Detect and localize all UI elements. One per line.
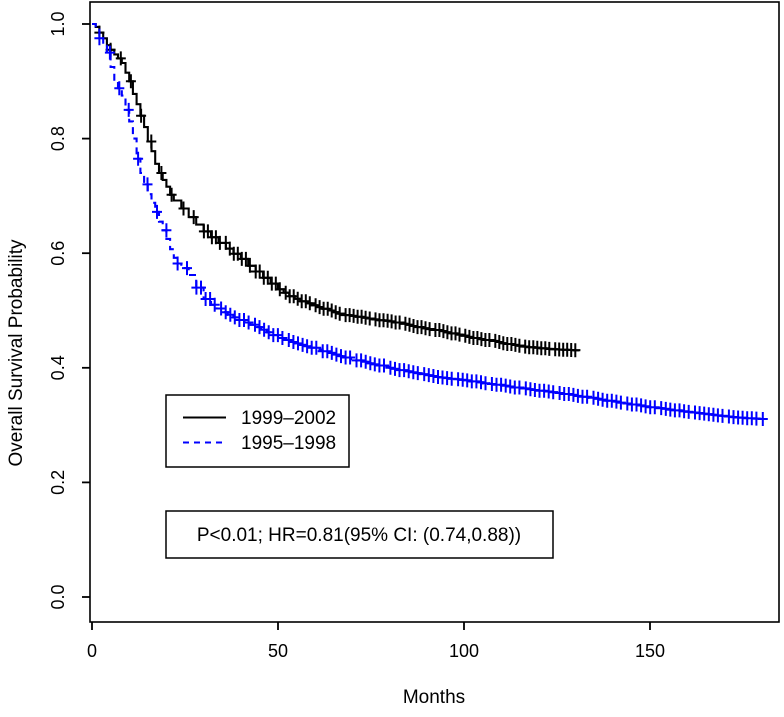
y-axis-title: Overall Survival Probability	[6, 239, 27, 467]
censor-marks-1995-1998	[94, 31, 768, 426]
survival-curve-1999-2002	[92, 22, 581, 352]
y-axis-tick-label: 0.6	[48, 241, 68, 266]
x-axis-tick-label: 50	[268, 641, 288, 661]
legend-label-1995-1998: 1995–1998	[241, 433, 336, 454]
legend-box: 1999–2002 1995–1998	[165, 394, 350, 468]
x-axis-tick-label: 0	[87, 641, 97, 661]
y-axis-tick-label: 0.0	[48, 584, 68, 609]
annotation-box: P<0.01; HR=0.81(95% CI: (0.74,0.88))	[165, 510, 554, 559]
y-axis-tick-label: 1.0	[48, 11, 68, 36]
y-axis-tick-label: 0.2	[48, 470, 68, 495]
plot-border-box	[89, 1, 780, 623]
legend-border	[165, 394, 350, 468]
y-axis-tick-label: 0.4	[48, 355, 68, 380]
y-axis-tick-label: 0.8	[48, 126, 68, 151]
censor-marks-1999-2002	[94, 25, 581, 358]
x-axis-tick-label: 150	[635, 641, 665, 661]
annotation-text: P<0.01; HR=0.81(95% CI: (0.74,0.88))	[197, 525, 521, 546]
x-axis-tick-label: 100	[449, 641, 479, 661]
x-axis-title: Months	[403, 687, 465, 708]
x-axis: 0 50 100 150	[87, 622, 665, 661]
legend-label-1999-2002: 1999–2002	[241, 408, 336, 429]
survival-curves	[92, 22, 768, 426]
annotation-border	[165, 510, 554, 559]
y-axis: 0.0 0.2 0.4 0.6 0.8 1.0	[48, 11, 90, 610]
